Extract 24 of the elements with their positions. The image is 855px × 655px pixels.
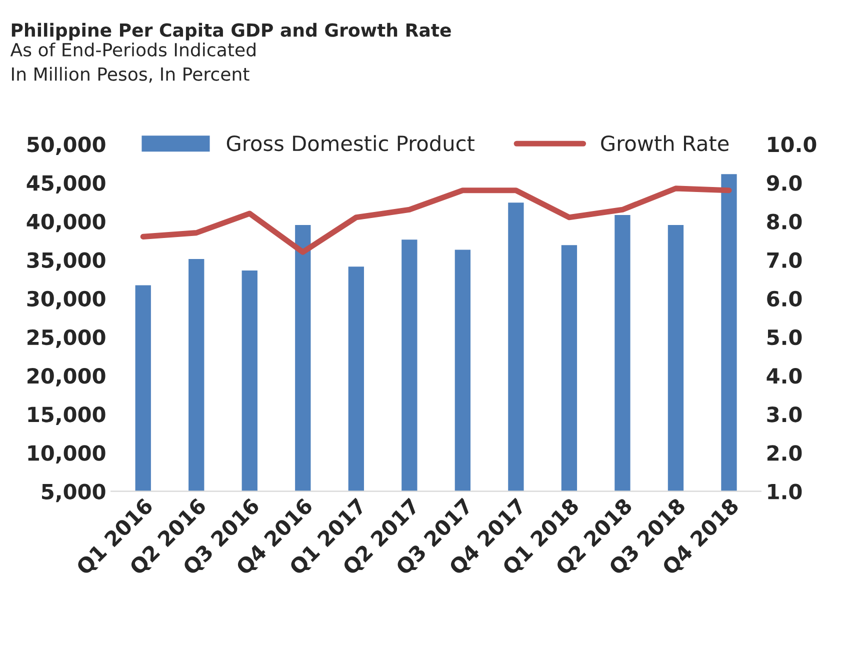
y-tick-label: 10,000 (28, 445, 106, 464)
y2-tick-label: 8.0 (767, 214, 802, 230)
y2-tick-label: 7.0 (767, 252, 802, 268)
y-tick-label: 45,000 (26, 175, 106, 194)
y2-tick-label: 10.0 (768, 136, 816, 152)
y-tick-label: 35,000 (27, 252, 106, 271)
legend-label: Gross Domestic Product (226, 135, 474, 152)
y-tick-label: 40,000 (26, 214, 106, 232)
chart-title: Philippine Per Capita GDP and Growth Rate (12, 22, 451, 40)
y2-tick-label: 9.0 (766, 175, 802, 191)
y-tick-label: 5,000 (42, 484, 106, 502)
y2-tick-label: 5.0 (767, 329, 802, 346)
y2-tick-label: 3.0 (767, 406, 802, 422)
y-tick-label: 30,000 (27, 290, 106, 310)
y2-tick-label: 2.0 (767, 445, 802, 461)
y2-tick-label: 4.0 (766, 368, 802, 384)
y-tick-label: 25,000 (28, 329, 106, 348)
y-tick-label: 50,000 (28, 136, 106, 155)
y-tick-label: 15,000 (28, 406, 106, 425)
legend-label: Growth Rate (601, 135, 729, 152)
y2-tick-label: 1.0 (768, 484, 802, 500)
y-tick-label: 20,000 (28, 368, 106, 386)
chart-subtitle: As of End-Periods Indicated In Million Pesos, In Percent (10, 42, 256, 83)
y2-tick-label: 6.0 (767, 290, 802, 307)
